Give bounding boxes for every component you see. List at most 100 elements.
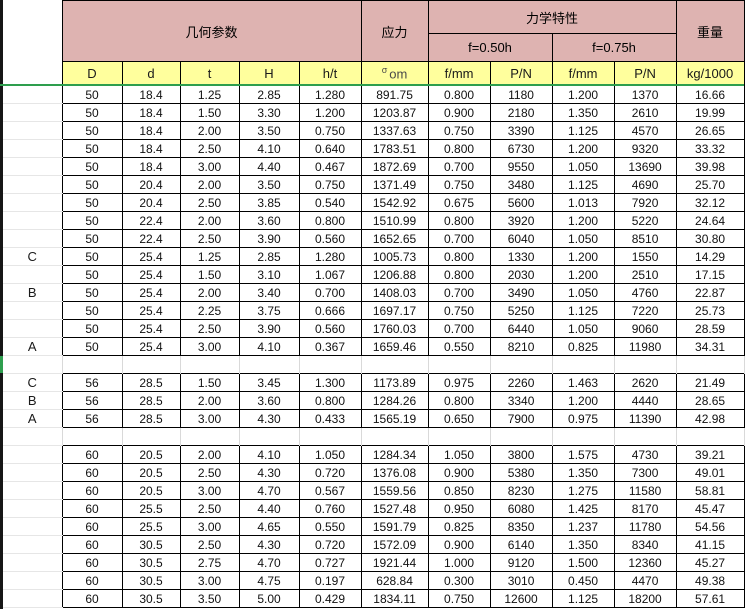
row-label-cell[interactable] xyxy=(3,553,62,572)
col-header-f-mm-075[interactable]: f/mm xyxy=(551,61,615,86)
data-cell[interactable]: 0.800 xyxy=(427,85,491,104)
data-cell[interactable]: 1.050 xyxy=(551,319,615,338)
data-cell[interactable]: 2.00 xyxy=(179,211,240,230)
data-cell[interactable]: 8170 xyxy=(613,499,677,518)
data-cell[interactable]: 39.98 xyxy=(675,157,745,176)
data-cell[interactable]: 3920 xyxy=(489,211,553,230)
data-cell[interactable]: 0.825 xyxy=(551,337,615,356)
row-label-cell[interactable]: C xyxy=(3,373,62,392)
data-cell[interactable]: 4.70 xyxy=(238,553,300,572)
data-cell[interactable]: 60 xyxy=(61,553,123,572)
empty-cell[interactable] xyxy=(675,427,745,446)
col-header-sigma-om[interactable]: σ om xyxy=(360,61,429,86)
data-cell[interactable]: 1.25 xyxy=(179,85,240,104)
data-cell[interactable]: 20.4 xyxy=(121,175,181,194)
data-cell[interactable]: 26.65 xyxy=(675,121,745,140)
col-header-p-n-050[interactable]: P/N xyxy=(489,61,553,86)
data-cell[interactable]: 5.00 xyxy=(238,589,300,608)
row-label-cell[interactable] xyxy=(3,157,62,176)
data-cell[interactable]: 60 xyxy=(61,463,123,482)
data-cell[interactable]: 20.5 xyxy=(121,481,181,500)
data-cell[interactable]: 0.433 xyxy=(298,409,362,428)
data-cell[interactable]: 25.4 xyxy=(121,247,181,266)
data-cell[interactable]: 1408.03 xyxy=(360,283,429,302)
data-cell[interactable]: 1921.44 xyxy=(360,553,429,572)
empty-cell[interactable] xyxy=(551,427,615,446)
data-cell[interactable]: 891.75 xyxy=(360,85,429,104)
data-cell[interactable]: 1376.08 xyxy=(360,463,429,482)
data-cell[interactable]: 0.850 xyxy=(427,481,491,500)
data-cell[interactable]: 0.550 xyxy=(427,337,491,356)
data-cell[interactable]: 0.560 xyxy=(298,319,362,338)
data-cell[interactable]: 0.540 xyxy=(298,193,362,212)
data-cell[interactable]: 22.4 xyxy=(121,229,181,248)
data-cell[interactable]: 1.200 xyxy=(551,85,615,104)
data-cell[interactable]: 30.80 xyxy=(675,229,745,248)
data-cell[interactable]: 0.727 xyxy=(298,553,362,572)
empty-cell[interactable] xyxy=(238,427,300,446)
data-cell[interactable]: 1005.73 xyxy=(360,247,429,266)
data-cell[interactable]: 2.85 xyxy=(238,247,300,266)
data-cell[interactable]: 60 xyxy=(61,589,123,608)
data-cell[interactable]: 0.720 xyxy=(298,463,362,482)
data-cell[interactable]: 18.4 xyxy=(121,139,181,158)
data-cell[interactable]: 14.29 xyxy=(675,247,745,266)
data-cell[interactable]: 0.450 xyxy=(551,571,615,590)
data-cell[interactable]: 50 xyxy=(61,103,123,122)
empty-cell[interactable] xyxy=(61,427,123,446)
row-label-cell[interactable] xyxy=(3,481,62,500)
data-cell[interactable]: 1.275 xyxy=(551,481,615,500)
data-cell[interactable]: 0.720 xyxy=(298,535,362,554)
data-cell[interactable]: 60 xyxy=(61,499,123,518)
data-cell[interactable]: 11780 xyxy=(613,517,677,536)
row-label-cell[interactable] xyxy=(3,535,62,554)
data-cell[interactable]: 30.5 xyxy=(121,589,181,608)
data-cell[interactable]: 8340 xyxy=(613,535,677,554)
data-cell[interactable]: 50 xyxy=(61,265,123,284)
data-cell[interactable]: 60 xyxy=(61,535,123,554)
data-cell[interactable]: 1.125 xyxy=(551,175,615,194)
data-cell[interactable]: 0.750 xyxy=(298,121,362,140)
data-cell[interactable]: 0.800 xyxy=(427,211,491,230)
data-cell[interactable]: 0.197 xyxy=(298,571,362,590)
data-cell[interactable]: 1559.56 xyxy=(360,481,429,500)
data-cell[interactable]: 60 xyxy=(61,517,123,536)
data-cell[interactable]: 1.050 xyxy=(298,445,362,464)
data-cell[interactable]: 0.760 xyxy=(298,499,362,518)
data-cell[interactable]: 50 xyxy=(61,319,123,338)
data-cell[interactable]: 60 xyxy=(61,445,123,464)
data-cell[interactable]: 0.700 xyxy=(427,283,491,302)
data-cell[interactable]: 3.00 xyxy=(179,409,240,428)
data-cell[interactable]: 50 xyxy=(61,121,123,140)
data-cell[interactable]: 11390 xyxy=(613,409,677,428)
data-cell[interactable]: 16.66 xyxy=(675,85,745,104)
data-cell[interactable]: 1173.89 xyxy=(360,373,429,392)
data-cell[interactable]: 2.75 xyxy=(179,553,240,572)
empty-cell[interactable] xyxy=(613,427,677,446)
col-header-p-n-075[interactable]: P/N xyxy=(613,61,677,86)
header-mechanical[interactable]: 力学特性 xyxy=(427,0,677,34)
data-cell[interactable]: 4.65 xyxy=(238,517,300,536)
data-cell[interactable]: 2.50 xyxy=(179,535,240,554)
data-cell[interactable]: 25.4 xyxy=(121,319,181,338)
data-cell[interactable]: 0.700 xyxy=(427,319,491,338)
data-cell[interactable]: 1.200 xyxy=(551,139,615,158)
data-cell[interactable]: 22.87 xyxy=(675,283,745,302)
row-label-cell[interactable] xyxy=(3,571,62,590)
data-cell[interactable]: 1.50 xyxy=(179,373,240,392)
data-cell[interactable]: 50 xyxy=(61,337,123,356)
data-cell[interactable]: 1550 xyxy=(613,247,677,266)
data-cell[interactable]: 0.750 xyxy=(427,175,491,194)
data-cell[interactable]: 25.5 xyxy=(121,517,181,536)
data-cell[interactable]: 8230 xyxy=(489,481,553,500)
data-cell[interactable]: 50 xyxy=(61,85,123,104)
data-cell[interactable]: 11580 xyxy=(613,481,677,500)
header-geometry[interactable]: 几何参数 xyxy=(61,0,362,62)
data-cell[interactable]: 1203.87 xyxy=(360,103,429,122)
data-cell[interactable]: 25.4 xyxy=(121,265,181,284)
data-cell[interactable]: 18.4 xyxy=(121,103,181,122)
data-cell[interactable]: 50 xyxy=(61,247,123,266)
data-cell[interactable]: 3.40 xyxy=(238,283,300,302)
data-cell[interactable]: 1872.69 xyxy=(360,157,429,176)
empty-cell[interactable] xyxy=(427,427,491,446)
